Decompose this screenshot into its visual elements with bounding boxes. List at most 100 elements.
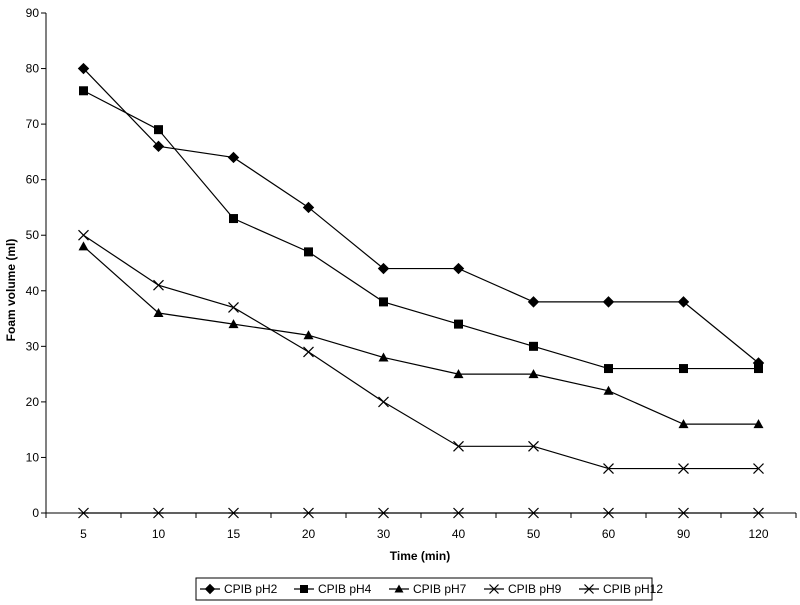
data-point [303, 507, 314, 519]
data-point [153, 279, 164, 291]
data-point [77, 62, 90, 75]
data-point [152, 140, 165, 153]
y-tick-label: 70 [26, 117, 40, 131]
series-cpib-ph7 [78, 241, 764, 429]
data-point [378, 396, 389, 408]
y-tick-label: 0 [32, 506, 39, 520]
data-point [753, 419, 764, 429]
data-point [153, 507, 164, 519]
data-point [529, 341, 538, 351]
data-point [602, 296, 615, 308]
legend-label: CPIB pH4 [318, 582, 372, 596]
data-point [679, 364, 688, 374]
y-tick-label: 30 [26, 339, 40, 353]
x-tick-label: 60 [602, 527, 616, 541]
data-point [227, 151, 240, 164]
legend-item: CPIB pH4 [294, 582, 372, 596]
legend-marker [394, 584, 404, 593]
data-point [678, 507, 689, 519]
data-point [453, 369, 464, 379]
y-tick-label: 40 [26, 284, 40, 298]
legend-label: CPIB pH7 [413, 582, 467, 596]
x-tick-label: 5 [80, 527, 87, 541]
legend-item: CPIB pH12 [579, 582, 663, 596]
legend-marker [300, 585, 308, 593]
legend-marker [204, 583, 216, 595]
axes: 0 10 20 30 40 50 60 70 80 90 5 10 15 20 30 40 50 60 90 120 [26, 6, 797, 541]
legend-marker [584, 584, 594, 594]
legend-item: CPIB pH2 [200, 582, 278, 596]
legend-label: CPIB pH12 [603, 582, 663, 596]
series-line [83, 68, 759, 364]
data-point [78, 229, 89, 241]
x-axis-title: Time (min) [390, 549, 450, 563]
data-point [603, 385, 614, 395]
data-point [304, 247, 313, 257]
series-cpib-ph12 [78, 507, 764, 519]
legend-item: CPIB pH7 [389, 582, 467, 596]
x-tick-label: 90 [677, 527, 691, 541]
data-point [229, 214, 238, 224]
data-point [303, 346, 314, 358]
data-point [302, 201, 315, 214]
y-tick-label: 60 [26, 173, 40, 187]
data-point [454, 319, 463, 329]
data-point [379, 297, 388, 307]
y-tick-label: 80 [26, 62, 40, 76]
data-point [78, 507, 89, 519]
data-point [528, 507, 539, 519]
data-point [677, 296, 690, 308]
data-point [228, 319, 239, 329]
series-line [83, 234, 759, 470]
x-tick-label: 120 [748, 527, 768, 541]
data-point [378, 352, 389, 362]
series-line [83, 245, 759, 425]
x-tick-label: 20 [302, 527, 316, 541]
y-tick-label: 90 [26, 6, 40, 20]
legend: CPIB pH2 CPIB pH4 CPIB pH7 CPIB pH9 CPIB pH1… [195, 577, 663, 601]
legend-item: CPIB pH9 [484, 582, 562, 596]
series-cpib-ph9 [78, 229, 764, 474]
legend-label: CPIB pH9 [508, 582, 562, 596]
legend-box [195, 577, 653, 601]
x-tick-label: 50 [527, 527, 541, 541]
data-point [754, 364, 763, 374]
data-point [528, 440, 539, 452]
data-point [603, 463, 614, 474]
data-point [228, 507, 239, 519]
data-point [453, 507, 464, 519]
data-point [528, 369, 539, 379]
data-point [453, 440, 464, 452]
x-tick-label: 15 [227, 527, 241, 541]
legend-marker [489, 584, 499, 594]
y-tick-label: 10 [26, 450, 40, 464]
data-point [378, 507, 389, 519]
data-point [678, 463, 689, 474]
x-tick-label: 40 [452, 527, 466, 541]
series-layer [77, 62, 765, 519]
data-point [154, 125, 163, 135]
data-point [228, 302, 239, 313]
data-point [678, 419, 689, 429]
data-point [604, 364, 613, 374]
data-point [79, 86, 88, 96]
data-point [753, 507, 764, 519]
y-tick-label: 20 [26, 395, 40, 409]
legend-label: CPIB pH2 [224, 582, 278, 596]
data-point [78, 241, 89, 251]
y-tick-label: 50 [26, 228, 40, 242]
data-point [527, 296, 540, 308]
y-axis-title: Foam volume (ml) [4, 239, 18, 342]
x-tick-label: 10 [152, 527, 166, 541]
series-line [83, 90, 759, 370]
series-cpib-ph4 [79, 86, 763, 374]
data-point [753, 463, 764, 474]
data-point [153, 308, 164, 317]
data-point [603, 507, 614, 519]
data-point [377, 262, 390, 275]
data-point [452, 262, 465, 275]
x-tick-label: 30 [377, 527, 391, 541]
data-point [303, 330, 314, 340]
